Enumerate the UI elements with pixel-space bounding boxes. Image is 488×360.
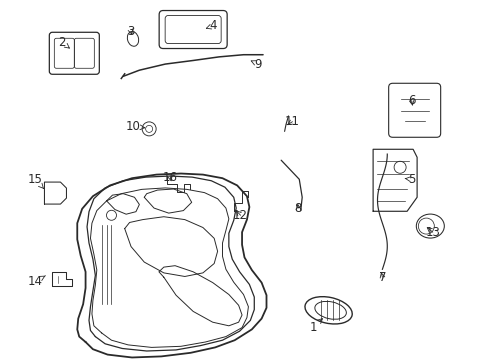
Text: 5: 5 — [405, 173, 415, 186]
Text: 16: 16 — [163, 171, 177, 184]
Text: 9: 9 — [251, 58, 262, 71]
Text: 13: 13 — [425, 226, 439, 239]
Text: 12: 12 — [233, 209, 247, 222]
Text: 7: 7 — [378, 271, 386, 284]
Text: 11: 11 — [285, 115, 299, 128]
Text: 15: 15 — [28, 173, 43, 189]
Text: 1: 1 — [308, 319, 322, 334]
Text: 3: 3 — [127, 25, 135, 38]
Text: 4: 4 — [206, 19, 217, 32]
Text: 2: 2 — [58, 36, 69, 49]
Text: 8: 8 — [294, 202, 302, 215]
Text: 10: 10 — [125, 120, 144, 133]
Text: 14: 14 — [28, 275, 45, 288]
Text: 6: 6 — [407, 94, 415, 107]
